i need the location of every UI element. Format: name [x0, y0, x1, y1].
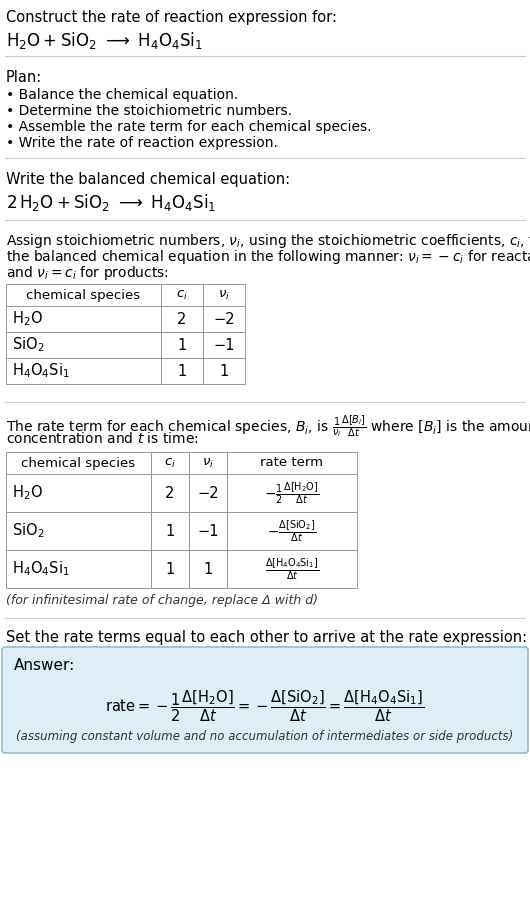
Bar [6, 306, 161, 332]
Text: $\nu_i$: $\nu_i$ [202, 457, 214, 470]
Bar [203, 358, 245, 384]
Text: $c_i$: $c_i$ [176, 288, 188, 301]
Bar [203, 284, 245, 306]
Text: $c_i$: $c_i$ [164, 457, 176, 470]
FancyBboxPatch shape [2, 647, 528, 753]
Text: 1: 1 [178, 338, 187, 352]
Bar [227, 512, 357, 550]
Bar [189, 550, 227, 588]
Text: −1: −1 [213, 338, 235, 352]
Bar [6, 512, 151, 550]
Text: $\mathrm{H_4O_4Si_1}$: $\mathrm{H_4O_4Si_1}$ [12, 560, 70, 579]
Text: Plan:: Plan: [6, 70, 42, 85]
Text: 1: 1 [178, 363, 187, 379]
Text: Write the balanced chemical equation:: Write the balanced chemical equation: [6, 172, 290, 187]
Text: • Determine the stoichiometric numbers.: • Determine the stoichiometric numbers. [6, 104, 292, 118]
Text: rate term: rate term [261, 457, 323, 470]
Bar [161, 306, 203, 332]
Text: chemical species: chemical species [26, 288, 140, 301]
Text: 1: 1 [204, 561, 213, 577]
Text: $\mathrm{H_2O}$: $\mathrm{H_2O}$ [12, 483, 43, 502]
Text: Construct the rate of reaction expression for:: Construct the rate of reaction expressio… [6, 10, 337, 25]
Bar [151, 512, 189, 550]
Bar [6, 332, 161, 358]
Bar [151, 550, 189, 588]
Text: 2: 2 [178, 311, 187, 327]
Text: • Balance the chemical equation.: • Balance the chemical equation. [6, 88, 238, 102]
Text: $\mathrm{H_2O}$: $\mathrm{H_2O}$ [12, 309, 43, 329]
Bar [6, 474, 151, 512]
Bar [189, 512, 227, 550]
Text: $-\frac{1}{2}\frac{\Delta[\mathrm{H_2O}]}{\Delta t}$: $-\frac{1}{2}\frac{\Delta[\mathrm{H_2O}]… [264, 480, 320, 506]
Text: 1: 1 [219, 363, 228, 379]
Bar [161, 332, 203, 358]
Text: $\mathrm{2\,H_2O + SiO_2 \ \longrightarrow \ H_4O_4Si_1}$: $\mathrm{2\,H_2O + SiO_2 \ \longrightarr… [6, 192, 216, 213]
Text: and $\nu_i = c_i$ for products:: and $\nu_i = c_i$ for products: [6, 264, 169, 282]
Text: $\mathrm{SiO_2}$: $\mathrm{SiO_2}$ [12, 336, 45, 354]
Bar [227, 474, 357, 512]
Text: 1: 1 [165, 561, 174, 577]
Text: Answer:: Answer: [14, 658, 75, 673]
Bar [189, 474, 227, 512]
Text: (for infinitesimal rate of change, replace Δ with d): (for infinitesimal rate of change, repla… [6, 594, 318, 607]
Bar [161, 358, 203, 384]
Text: Assign stoichiometric numbers, $\nu_i$, using the stoichiometric coefficients, $: Assign stoichiometric numbers, $\nu_i$, … [6, 232, 530, 250]
Bar [227, 452, 357, 474]
Text: −2: −2 [197, 486, 219, 501]
Bar [6, 550, 151, 588]
Bar [6, 358, 161, 384]
Bar [203, 306, 245, 332]
Text: $\mathrm{H_4O_4Si_1}$: $\mathrm{H_4O_4Si_1}$ [12, 361, 70, 380]
Text: concentration and $t$ is time:: concentration and $t$ is time: [6, 431, 199, 446]
Text: • Write the rate of reaction expression.: • Write the rate of reaction expression. [6, 136, 278, 150]
Text: $-\frac{\Delta[\mathrm{SiO_2}]}{\Delta t}$: $-\frac{\Delta[\mathrm{SiO_2}]}{\Delta t… [268, 518, 316, 544]
Text: $\mathrm{H_2O + SiO_2 \ \longrightarrow \ H_4O_4Si_1}$: $\mathrm{H_2O + SiO_2 \ \longrightarrow … [6, 30, 203, 51]
Text: Set the rate terms equal to each other to arrive at the rate expression:: Set the rate terms equal to each other t… [6, 630, 527, 645]
Text: • Assemble the rate term for each chemical species.: • Assemble the rate term for each chemic… [6, 120, 372, 134]
Text: −2: −2 [213, 311, 235, 327]
Text: $\frac{\Delta[\mathrm{H_4O_4Si_1}]}{\Delta t}$: $\frac{\Delta[\mathrm{H_4O_4Si_1}]}{\Del… [265, 556, 319, 581]
Bar [151, 474, 189, 512]
Bar [227, 550, 357, 588]
Text: −1: −1 [197, 523, 219, 539]
Bar [151, 452, 189, 474]
Text: the balanced chemical equation in the following manner: $\nu_i = -c_i$ for react: the balanced chemical equation in the fo… [6, 248, 530, 266]
Text: chemical species: chemical species [21, 457, 136, 470]
Text: $\mathrm{SiO_2}$: $\mathrm{SiO_2}$ [12, 521, 45, 541]
Text: The rate term for each chemical species, $B_i$, is $\frac{1}{\nu_i}\frac{\Delta[: The rate term for each chemical species,… [6, 414, 530, 440]
Text: 2: 2 [165, 486, 175, 501]
Bar [6, 452, 151, 474]
Bar [161, 284, 203, 306]
Text: 1: 1 [165, 523, 174, 539]
Text: $\nu_i$: $\nu_i$ [218, 288, 230, 301]
Text: $\mathrm{rate} = -\dfrac{1}{2}\dfrac{\Delta[\mathrm{H_2O}]}{\Delta t} = -\dfrac{: $\mathrm{rate} = -\dfrac{1}{2}\dfrac{\De… [105, 688, 425, 723]
Bar [203, 332, 245, 358]
Text: (assuming constant volume and no accumulation of intermediates or side products): (assuming constant volume and no accumul… [16, 730, 514, 743]
Bar [6, 284, 161, 306]
Bar [189, 452, 227, 474]
